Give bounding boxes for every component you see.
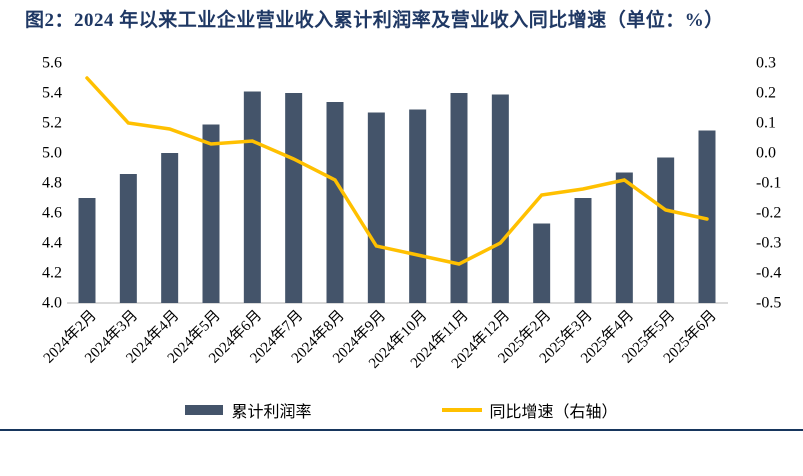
report-divider-rule — [0, 429, 803, 431]
y-axis-right-tick-label: -0.2 — [756, 205, 781, 222]
y-axis-right-tick-label: 0.1 — [756, 115, 776, 132]
profit-margin-bar — [409, 109, 427, 303]
y-axis-right-tick-label: -0.4 — [756, 265, 781, 282]
y-axis-left-tick-label: 4.2 — [42, 265, 62, 282]
profit-margin-bar — [326, 102, 344, 303]
y-axis-right-tick-label: 0.3 — [756, 55, 776, 72]
y-axis-right-tick-label: 0.0 — [756, 145, 776, 162]
yoy-growth-line — [85, 76, 709, 266]
y-axis-left-tick-label: 4.8 — [42, 175, 62, 192]
chart-plot-area: 5.6 5.4 5.2 5.0 4.8 4.6 4.4 4.2 4.0 0.3 0.2 0.1 0.0 -… — [40, 55, 781, 372]
y-axis-right-tick-label: -0.5 — [756, 295, 781, 312]
legend-item-yoy-growth: 同比增速（右轴） — [441, 398, 618, 422]
profit-margin-bar — [698, 130, 716, 303]
y-axis-left-tick-label: 4.6 — [42, 205, 62, 222]
profit-margin-bar — [615, 172, 633, 303]
y-axis-right-tick-label: -0.1 — [756, 175, 781, 192]
profit-margin-bar — [285, 93, 303, 303]
profit-margin-bar — [161, 153, 179, 303]
profit-margin-bar — [119, 174, 137, 303]
legend-label-profit-margin: 累计利润率 — [231, 404, 312, 421]
profit-margin-bar — [657, 157, 675, 303]
chart-title: 图2：2024 年以来工业企业营业收入累计利润率及营业收入同比增速（单位：%） — [25, 10, 724, 31]
profit-margin-bar — [78, 198, 96, 303]
profit-margin-bar — [367, 112, 385, 303]
profit-margin-bar — [533, 223, 551, 303]
bar-series-swatch — [185, 405, 224, 415]
y-axis-left-tick-label: 5.4 — [42, 85, 62, 102]
profit-margin-bar — [202, 124, 220, 303]
y-axis-left-tick-label: 4.0 — [42, 295, 62, 312]
chart-legend: 累计利润率 同比增速（右轴） — [0, 398, 803, 422]
profit-margin-bar — [243, 91, 261, 303]
legend-item-profit-margin: 累计利润率 — [185, 398, 312, 422]
legend-label-yoy-growth: 同比增速（右轴） — [489, 404, 618, 421]
y-axis-left-tick-label: 5.0 — [42, 145, 62, 162]
profit-margin-bar — [574, 198, 592, 303]
profit-margin-bar — [450, 93, 468, 303]
profit-margin-bar — [491, 94, 509, 303]
y-axis-right-tick-label: 0.2 — [756, 85, 776, 102]
line-series-swatch — [441, 408, 482, 412]
y-axis-left-tick-label: 5.2 — [42, 115, 62, 132]
y-axis-right-tick-label: -0.3 — [756, 235, 781, 252]
y-axis-left-tick-label: 4.4 — [42, 235, 62, 252]
y-axis-left-tick-label: 5.6 — [42, 55, 62, 72]
